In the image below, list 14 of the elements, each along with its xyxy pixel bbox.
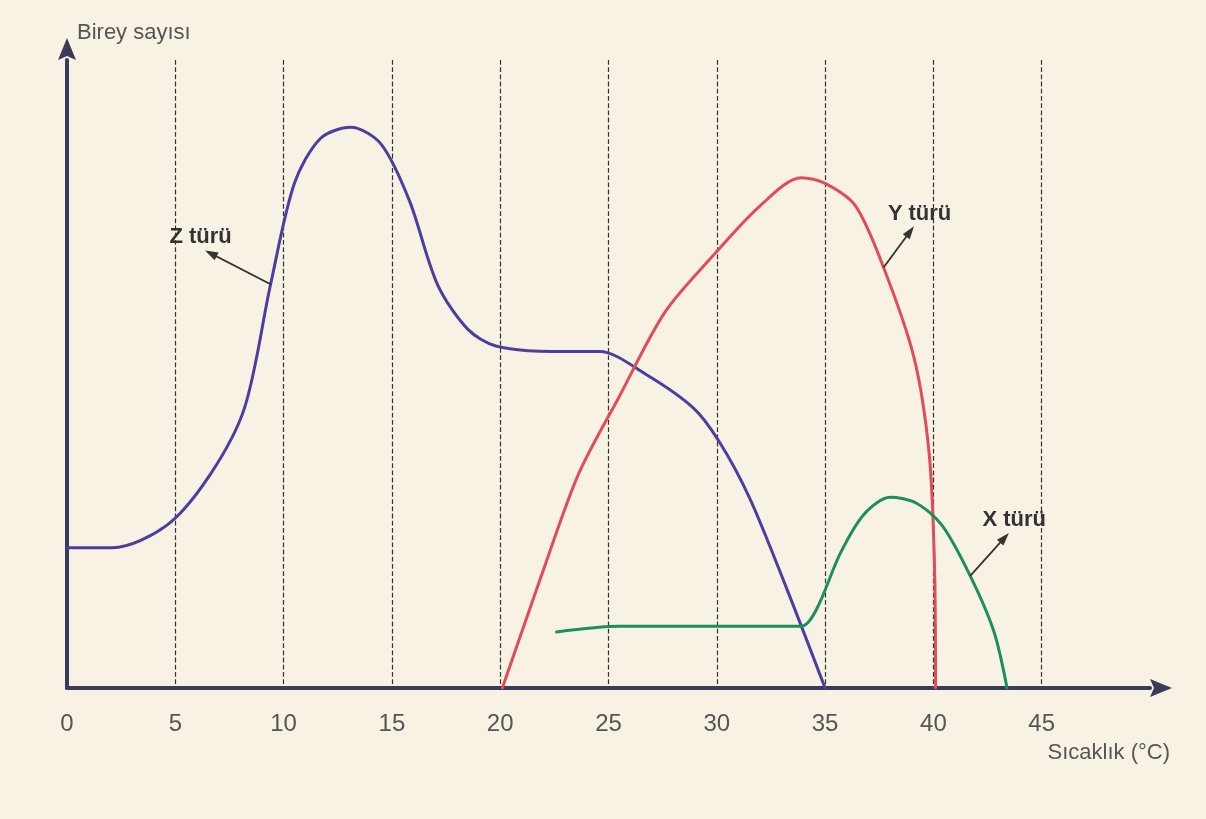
x-tick-label: 15 [378, 708, 406, 736]
x-tick-label: 40 [920, 708, 947, 736]
series-label: X türü [982, 506, 1046, 532]
x-tick-label: 35 [811, 708, 839, 736]
x-tick-label: 30 [703, 708, 731, 736]
x-tick-label: 10 [270, 708, 297, 736]
x-tick-label: 25 [595, 708, 622, 736]
y-axis-title: Birey sayısı [77, 18, 191, 44]
x-tick-label: 0 [60, 708, 74, 736]
x-axis-title: Sıcaklık (°C) [1047, 738, 1170, 764]
series-label: Y türü [888, 199, 952, 225]
x-tick-label: 5 [168, 708, 182, 736]
x-tick-label: 45 [1028, 708, 1056, 736]
x-tick-label: 20 [486, 708, 514, 736]
